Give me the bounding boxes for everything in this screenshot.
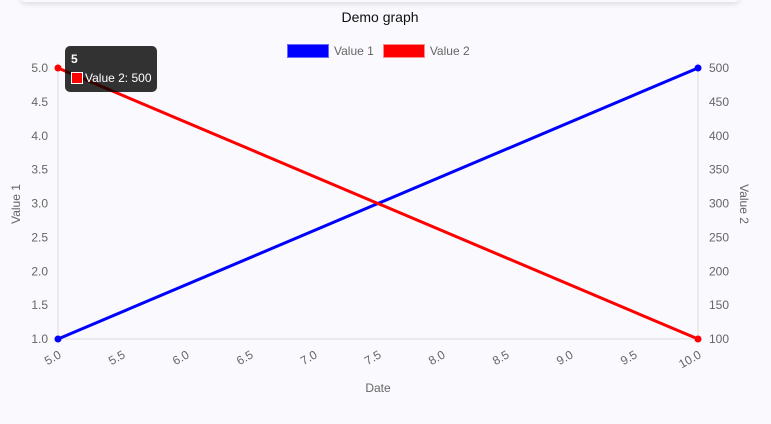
y-right-tick: 400 [709,129,729,143]
legend-swatch-blue [287,44,329,58]
y-right-tick: 300 [709,197,729,211]
x-tick: 7.5 [362,347,384,368]
series-line-value-2 [57,66,699,341]
y-left-tick: 2.5 [31,230,48,244]
legend-item-value-2[interactable]: Value 2 [382,44,470,58]
y-right-tick: 350 [709,163,729,177]
x-tick: 6.5 [234,347,256,368]
chart-tooltip: 5 Value 2: 500 [65,46,157,92]
chart-title: Demo graph [341,9,419,25]
y-right-tick: 500 [709,61,729,75]
x-tick: 7.0 [298,347,320,368]
y-left-tick: 4.5 [31,95,48,109]
data-point[interactable] [694,64,702,72]
chart-legend: Value 1 Value 2 [287,44,479,58]
y-left-tick: 5.0 [31,61,48,75]
y-left-tick: 4.0 [31,129,48,143]
tooltip-title: 5 [71,52,78,66]
data-point[interactable] [54,64,62,72]
y-left-tick: 3.5 [31,163,48,177]
tooltip-color-swatch [71,72,83,84]
x-tick: 5.0 [42,347,64,368]
y-right-axis-label: Value 2 [737,184,751,224]
y-left-tick: 1.5 [31,298,48,312]
data-point[interactable] [54,335,62,343]
tooltip-body: Value 2: 500 [85,71,152,85]
x-tick: 6.0 [170,347,192,368]
y-right-tick: 450 [709,95,729,109]
x-axis-label: Date [365,381,391,395]
data-point[interactable] [694,335,702,343]
legend-label: Value 2 [429,44,470,58]
y-left-tick: 3.0 [31,197,48,211]
x-tick: 8.5 [490,347,512,368]
y-left-tick: 1.0 [31,332,48,346]
y-right-tick: 150 [709,298,729,312]
x-tick: 8.0 [426,347,448,368]
legend-label: Value 1 [334,44,374,58]
x-tick: 5.5 [106,347,128,368]
top-bar-shadow [20,0,740,2]
y-left-axis-label: Value 1 [9,184,23,224]
y-right-tick: 250 [709,230,729,244]
legend-item-value-1[interactable]: Value 1 [287,44,374,58]
legend-swatch-red [382,44,425,58]
x-tick: 9.5 [618,347,640,368]
x-tick: 9.0 [554,347,576,368]
y-left-tick: 2.0 [31,264,48,278]
y-right-tick: 100 [709,332,729,346]
x-tick: 10.0 [676,347,704,371]
y-right-tick: 200 [709,264,729,278]
